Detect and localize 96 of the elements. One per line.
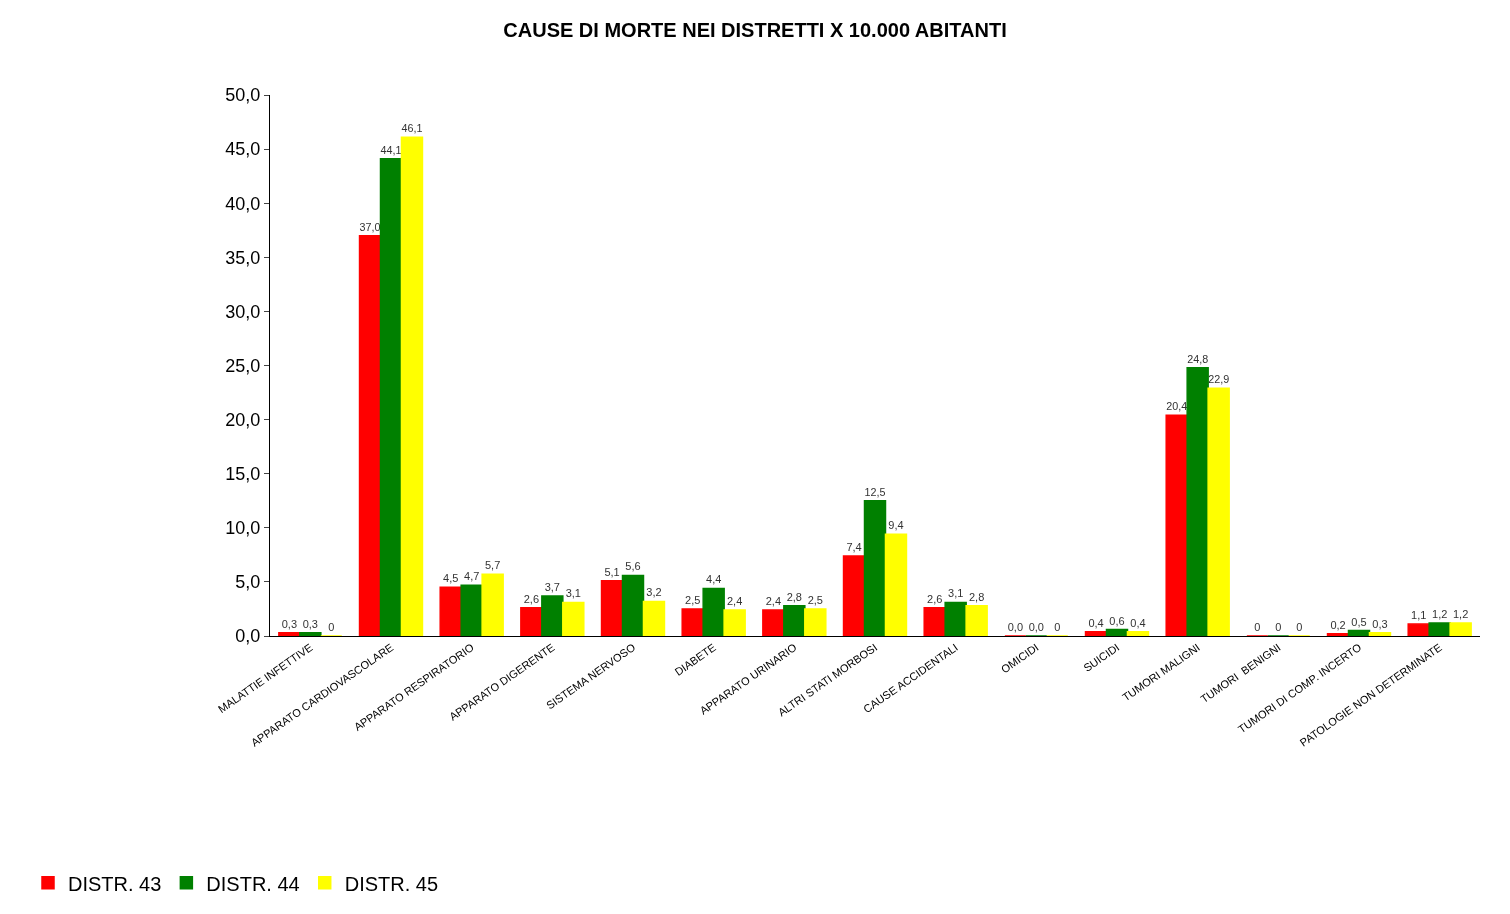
bar: [1407, 623, 1430, 636]
bar: [562, 601, 585, 636]
data-label: 3,1: [948, 587, 964, 600]
bar: [762, 609, 785, 636]
data-label: 0,2: [1330, 618, 1346, 631]
bar: [1126, 630, 1150, 636]
bar: [923, 607, 946, 636]
data-label: 9,4: [888, 519, 904, 532]
data-label: 0,0: [1007, 621, 1024, 633]
data-label: 0: [1296, 621, 1303, 633]
bar: [600, 580, 624, 636]
bar: [702, 587, 725, 636]
data-label: 2,6: [523, 592, 540, 605]
bar: [460, 584, 483, 636]
chart-title: CAUSE DI MORTE NEI DISTRETTI X 10.000 ABITANTI: [503, 18, 1007, 41]
bar: [1449, 622, 1472, 636]
bar: [358, 234, 382, 636]
data-label: 0,3: [281, 617, 298, 630]
y-tick-label: 10,0: [225, 518, 261, 539]
data-label: 7,4: [846, 540, 862, 553]
data-label: 1,2: [1432, 608, 1448, 621]
bar: [1326, 633, 1350, 636]
data-label: 1,2: [1452, 608, 1469, 621]
data-label: 0,4: [1130, 616, 1146, 629]
data-label: 24,8: [1187, 352, 1209, 365]
bar: [944, 601, 967, 636]
bar: [439, 586, 462, 636]
data-label: 4,5: [443, 572, 459, 585]
bar: [1347, 629, 1371, 636]
data-label: 2,4: [726, 595, 743, 608]
bar: [1165, 414, 1188, 636]
bar: [723, 609, 746, 636]
data-label: 0: [1054, 621, 1061, 633]
legend-label: DISTR. 45: [344, 872, 439, 895]
y-tick-label: 5,0: [235, 572, 261, 593]
data-label: 5,7: [484, 559, 501, 572]
y-tick-label: 0,0: [235, 626, 261, 647]
data-label: 2,8: [968, 590, 985, 603]
bar: [1105, 628, 1129, 636]
bar: [520, 607, 543, 636]
data-label: 0,3: [1372, 617, 1388, 630]
data-label: 0,3: [302, 617, 318, 630]
bar: [1428, 622, 1451, 636]
data-label: 44,1: [380, 143, 402, 156]
data-label: 2,8: [786, 590, 802, 603]
data-label: 0,5: [1351, 615, 1367, 628]
bar: [1186, 366, 1209, 636]
legend-label: DISTR. 43: [68, 872, 162, 895]
data-label: 0,0: [1028, 621, 1044, 633]
data-label: 0: [1275, 621, 1282, 633]
y-tick-label: 35,0: [225, 247, 261, 268]
data-label: 37,0: [359, 220, 381, 233]
bar: [681, 608, 704, 636]
data-label: 4,4: [706, 573, 722, 586]
bar: [1207, 387, 1230, 636]
data-label: 2,4: [765, 595, 782, 608]
y-tick-label: 20,0: [225, 409, 261, 430]
y-tick-label: 50,0: [225, 85, 261, 106]
data-label: 0,4: [1088, 616, 1104, 629]
bar: [278, 632, 301, 636]
bar: [863, 500, 887, 636]
data-label: 2,5: [685, 593, 701, 606]
data-label: 2,5: [807, 593, 823, 606]
data-label: 46,1: [401, 122, 423, 135]
bar: [783, 604, 806, 636]
data-label: 0: [1254, 621, 1261, 633]
y-tick-label: 15,0: [225, 464, 261, 484]
bar: [379, 158, 403, 636]
bar: [884, 533, 908, 636]
data-label: 3,2: [646, 586, 662, 599]
bar: [621, 574, 645, 636]
bar: [642, 600, 666, 636]
bar: [804, 608, 827, 636]
data-label: 3,1: [565, 587, 581, 600]
data-label: 0,6: [1109, 614, 1125, 627]
bar: [400, 136, 424, 636]
legend-label: DISTR. 44: [206, 872, 300, 895]
y-tick-label: 30,0: [225, 301, 261, 322]
bar: [1368, 632, 1392, 636]
bar: [299, 632, 322, 636]
bar: [541, 595, 564, 636]
data-label: 4,7: [464, 570, 480, 583]
data-label: 12,5: [864, 485, 886, 498]
y-tick-label: 40,0: [225, 193, 261, 214]
bar: [965, 604, 988, 636]
bar: [1084, 630, 1108, 636]
data-label: 3,7: [544, 580, 560, 593]
data-label: 0: [328, 621, 335, 633]
data-label: 1,1: [1411, 609, 1427, 622]
bar: [842, 555, 866, 636]
bar: [481, 573, 504, 636]
data-label: 2,6: [927, 592, 943, 605]
y-tick-label: 25,0: [225, 355, 261, 376]
data-label: 5,1: [604, 565, 620, 578]
data-label: 5,6: [625, 560, 641, 573]
y-tick-label: 45,0: [225, 139, 261, 160]
